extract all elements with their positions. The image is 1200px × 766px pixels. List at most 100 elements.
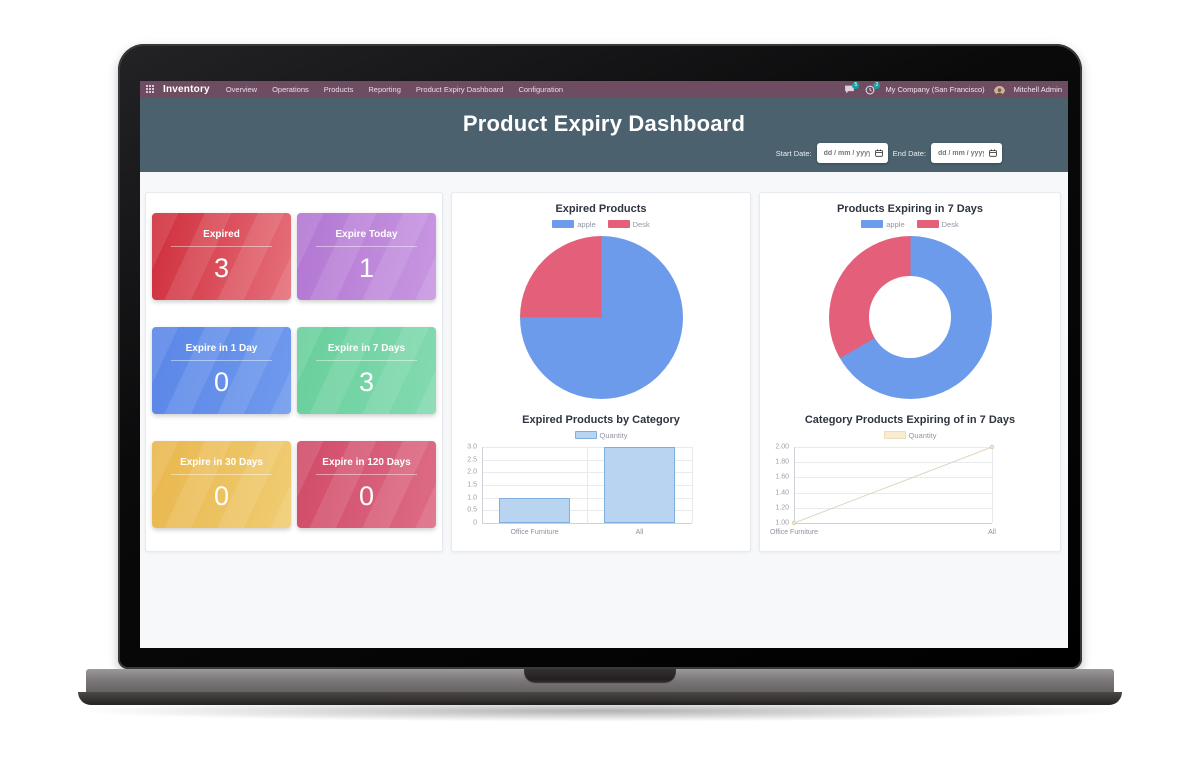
avatar[interactable] [993,84,1005,95]
stat-card-divider [171,360,272,361]
legend-label: Desk [941,219,959,229]
stat-cards-panel: Expired 3 Expire Today 1 Expire in 1 Day… [145,192,443,552]
legend-swatch-icon [861,220,884,228]
legend-item[interactable]: Desk [607,219,650,229]
expiring-charts-panel: Products Expiring in 7 Days apple Desk Ca… [759,192,1061,552]
nav-item[interactable]: Operations [272,85,309,94]
stat-card[interactable]: Expire in 30 Days 0 [152,441,291,528]
nav-item[interactable]: Overview [225,85,258,94]
legend-swatch-icon [607,220,630,228]
laptop-base-lip [78,692,1122,705]
pie-chart-area [462,234,740,400]
apps-grid-icon[interactable] [146,85,155,94]
top-navbar: Inventory Overview Operations Products Repo… [140,81,1068,98]
stat-card[interactable]: Expire in 120 Days 0 [297,441,436,528]
legend-swatch-icon [552,220,575,228]
expired-by-category-bar-chart: 0 0.5 1.0 1.5 2.0 2.5 3.0 Office Furniture All [462,444,740,539]
legend-label: Desk [632,219,650,229]
clock-icon [866,85,875,94]
legend-item[interactable]: Desk [916,219,959,229]
app-name[interactable]: Inventory [163,84,210,95]
screen: Inventory Overview Operations Products Repo… [140,81,1068,648]
page-title: Product Expiry Dashboard [462,111,746,136]
stat-card-value: 0 [358,481,375,511]
legend-swatch-icon [574,431,597,439]
stat-card[interactable]: Expire in 7 Days 3 [297,327,436,414]
nav-menu: Overview Operations Products Reporting Produ… [226,85,563,94]
end-date-input[interactable] [931,143,1002,163]
navbar-right: 5 2 My Company (San Francisco) [843,81,1062,95]
donut-chart-area [770,234,1050,400]
legend-item[interactable]: apple [861,219,905,229]
messages-badge: 5 [852,81,860,89]
stat-card-label: Expire Today [335,229,398,240]
activities-badge: 2 [873,81,881,89]
start-date-label: Start Date: [775,148,812,158]
stat-card-value: 0 [213,367,230,397]
calendar-icon [989,149,997,157]
date-filters: Start Date: End Date: [776,143,1002,163]
stat-card-label: Expire in 30 Days [180,457,263,468]
legend-item[interactable]: Quantity [883,430,937,440]
laptop-base [86,669,1114,692]
stat-card[interactable]: Expired 3 [152,213,291,300]
expired-charts-panel: Expired Products apple Desk Expired Produ… [451,192,751,552]
nav-item[interactable]: Products [323,85,354,94]
end-date-label: End Date: [892,148,926,158]
laptop-bezel: Inventory Overview Operations Products Repo… [118,44,1082,669]
bar-chart-legend: Quantity [462,430,740,440]
nav-item[interactable]: Product Expiry Dashboard [415,85,504,94]
stat-card-label: Expire in 7 Days [327,343,406,354]
nav-item[interactable]: Reporting [368,85,401,94]
line-chart-legend: Quantity [770,430,1050,440]
pie-chart-title: Expired Products [555,203,647,215]
donut-hole [869,276,951,358]
expiring-products-donut-chart [828,235,992,399]
legend-label: apple [577,219,596,229]
legend-swatch-icon [883,431,906,439]
legend-item[interactable]: apple [552,219,596,229]
stat-card[interactable]: Expire in 1 Day 0 [152,327,291,414]
legend-item[interactable]: Quantity [574,430,628,440]
calendar-icon [874,149,883,157]
stat-card[interactable]: Expire Today 1 [297,213,436,300]
dashboard-header: Product Expiry Dashboard Start Date: End… [140,98,1068,172]
expired-products-pie-chart [519,235,683,399]
donut-chart-title: Products Expiring in 7 Days [836,203,984,215]
laptop-shadow [55,700,1145,722]
stat-card-divider [316,246,417,247]
messages-icon[interactable]: 5 [843,81,860,95]
user-menu[interactable]: Mitchell Admin [1013,85,1062,94]
stat-card-value: 1 [358,253,375,283]
bar [498,497,571,523]
stat-card-label: Expired [203,229,240,240]
legend-label: apple [886,219,905,229]
activities-icon[interactable]: 2 [864,81,881,95]
user-avatar-image [993,86,1005,95]
stat-cards: Expired 3 Expire Today 1 Expire in 1 Day… [152,213,436,528]
laptop-notch [524,669,676,684]
stat-card-label: Expire in 120 Days [322,457,411,468]
legend-label: Quantity [908,430,937,440]
stat-card-divider [171,246,272,247]
stat-card-value: 3 [213,253,230,283]
start-date-input[interactable] [816,143,888,163]
expiring-by-category-line-chart: 1.00 1.20 1.40 1.60 1.80 2.00 Office Furniture… [769,443,996,537]
nav-item[interactable]: Configuration [518,85,564,94]
stat-card-divider [316,474,417,475]
stat-card-divider [171,474,272,475]
pie-chart-legend: apple Desk [462,219,740,229]
end-date-field[interactable] [936,148,986,158]
legend-label: Quantity [599,430,628,440]
line-chart-title: Category Products Expiring of in 7 Days [804,414,1016,426]
stat-card-value: 3 [358,367,375,397]
stat-card-divider [316,360,417,361]
chat-bubble-icon [845,85,854,94]
bar [603,447,676,523]
company-switcher[interactable]: My Company (San Francisco) [885,85,985,94]
dashboard-content: Expired 3 Expire Today 1 Expire in 1 Day… [140,172,1068,552]
legend-swatch-icon [916,220,939,228]
bar-chart-title: Expired Products by Category [522,414,680,426]
stat-card-label: Expire in 1 Day [185,343,258,354]
start-date-field[interactable] [821,148,872,158]
